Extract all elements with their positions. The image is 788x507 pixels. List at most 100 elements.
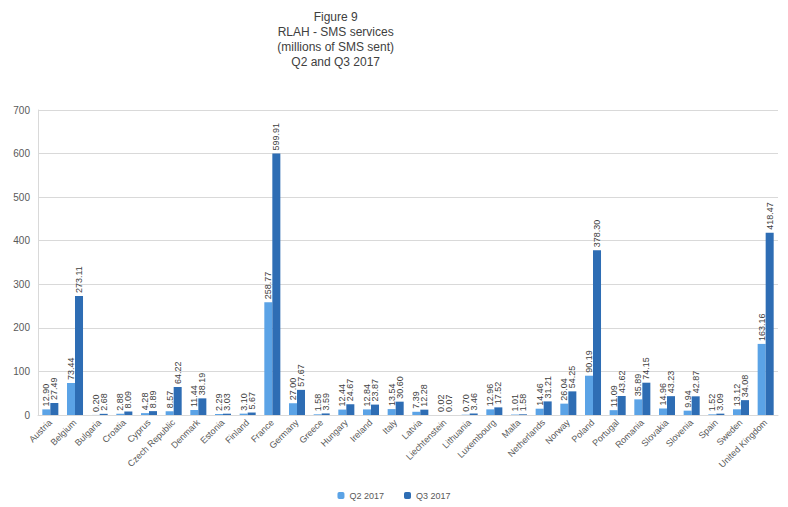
svg-text:43.62: 43.62 <box>617 370 627 393</box>
svg-text:3.10: 3.10 <box>238 393 249 411</box>
svg-text:74.15: 74.15 <box>641 357 651 380</box>
svg-text:11.09: 11.09 <box>608 385 619 408</box>
svg-text:Bulgaria: Bulgaria <box>73 417 103 447</box>
svg-text:38.19: 38.19 <box>197 373 207 396</box>
svg-text:Figure 9: Figure 9 <box>314 10 358 24</box>
svg-text:64.22: 64.22 <box>173 361 183 384</box>
svg-text:34.08: 34.08 <box>740 375 750 398</box>
svg-text:Hungary: Hungary <box>319 417 350 448</box>
svg-text:Q3 2017: Q3 2017 <box>416 491 451 501</box>
svg-text:12.44: 12.44 <box>337 384 348 407</box>
svg-text:Liechtenstein: Liechtenstein <box>404 417 449 462</box>
svg-text:258.77: 258.77 <box>263 272 273 300</box>
svg-text:2.29: 2.29 <box>214 393 224 411</box>
svg-text:2.68: 2.68 <box>99 393 109 411</box>
svg-text:378.30: 378.30 <box>592 220 602 248</box>
svg-text:Ireland: Ireland <box>348 417 375 444</box>
svg-text:8.89: 8.89 <box>148 391 158 409</box>
svg-text:700: 700 <box>13 105 30 116</box>
svg-text:0: 0 <box>24 410 30 421</box>
svg-text:12.28: 12.28 <box>419 384 429 407</box>
svg-text:273.11: 273.11 <box>74 266 84 293</box>
svg-text:8.57: 8.57 <box>165 391 175 409</box>
svg-text:Estonia: Estonia <box>198 417 226 445</box>
svg-text:42.87: 42.87 <box>691 371 701 394</box>
svg-text:France: France <box>249 417 276 445</box>
svg-text:1.58: 1.58 <box>518 394 528 412</box>
svg-text:Malta: Malta <box>500 417 523 440</box>
svg-text:12.96: 12.96 <box>485 383 496 407</box>
svg-text:90.19: 90.19 <box>584 350 594 373</box>
svg-text:Austria: Austria <box>27 417 54 445</box>
svg-text:Denmark: Denmark <box>169 417 202 450</box>
svg-text:30.60: 30.60 <box>395 376 405 399</box>
svg-text:27.00: 27.00 <box>288 377 298 401</box>
svg-text:24.67: 24.67 <box>345 379 355 402</box>
svg-text:5.67: 5.67 <box>247 392 257 410</box>
svg-text:35.89: 35.89 <box>633 373 644 397</box>
svg-text:Italy: Italy <box>380 417 399 436</box>
svg-text:7.39: 7.39 <box>411 391 422 409</box>
svg-text:Belgium: Belgium <box>48 417 79 448</box>
svg-text:418.47: 418.47 <box>765 202 775 230</box>
svg-text:9.94: 9.94 <box>682 390 693 408</box>
svg-text:0.70: 0.70 <box>460 394 471 412</box>
svg-text:599.91: 599.91 <box>271 123 281 151</box>
svg-text:200: 200 <box>13 322 30 333</box>
svg-text:1.58: 1.58 <box>312 393 323 412</box>
svg-text:300: 300 <box>13 279 30 290</box>
svg-text:3.59: 3.59 <box>321 393 331 411</box>
svg-text:54.25: 54.25 <box>567 366 577 389</box>
svg-text:Czech Republic: Czech Republic <box>125 417 178 469</box>
svg-text:12.84: 12.84 <box>362 383 372 407</box>
svg-text:3.03: 3.03 <box>222 393 232 411</box>
svg-text:Cyprus: Cyprus <box>125 417 153 445</box>
svg-text:Greece: Greece <box>297 417 326 446</box>
svg-text:31.21: 31.21 <box>543 376 553 399</box>
svg-text:Sweden: Sweden <box>714 417 745 448</box>
svg-text:Slovakia: Slovakia <box>639 417 671 449</box>
svg-text:United Kingdom: United Kingdom <box>717 417 769 469</box>
svg-text:2.88: 2.88 <box>115 393 126 411</box>
svg-text:163.16: 163.16 <box>757 313 767 341</box>
svg-text:13.54: 13.54 <box>386 383 397 407</box>
svg-text:26.04: 26.04 <box>559 378 570 401</box>
svg-text:Luxembourg: Luxembourg <box>455 417 497 459</box>
svg-text:100: 100 <box>13 366 30 377</box>
svg-text:3.46: 3.46 <box>469 393 479 411</box>
svg-text:Croatia: Croatia <box>100 417 128 445</box>
svg-text:0.07: 0.07 <box>444 394 454 412</box>
svg-text:4.28: 4.28 <box>140 392 150 411</box>
svg-text:1.52: 1.52 <box>707 393 718 412</box>
svg-text:Latvia: Latvia <box>399 417 424 442</box>
svg-text:Q2 and Q3 2017: Q2 and Q3 2017 <box>291 55 380 69</box>
svg-text:RLAH - SMS services: RLAH - SMS services <box>278 25 394 39</box>
svg-text:Norway: Norway <box>543 417 572 446</box>
svg-text:57.67: 57.67 <box>296 364 306 387</box>
svg-text:Germany: Germany <box>267 417 301 451</box>
svg-text:17.52: 17.52 <box>493 382 503 405</box>
svg-text:Q2 2017: Q2 2017 <box>349 491 384 501</box>
svg-text:8.09: 8.09 <box>123 391 133 409</box>
svg-text:14.46: 14.46 <box>534 383 545 406</box>
svg-text:12.90: 12.90 <box>41 383 52 407</box>
svg-text:3.09: 3.09 <box>715 393 725 411</box>
svg-text:500: 500 <box>13 192 30 203</box>
svg-text:73.44: 73.44 <box>66 357 76 380</box>
svg-text:Romania: Romania <box>613 417 646 450</box>
svg-text:23.87: 23.87 <box>370 379 380 402</box>
svg-text:Poland: Poland <box>569 417 597 445</box>
svg-text:27.49: 27.49 <box>49 377 59 400</box>
svg-text:Portugal: Portugal <box>590 417 622 449</box>
svg-text:Netherlands: Netherlands <box>506 417 548 459</box>
svg-text:Slovenia: Slovenia <box>664 417 695 448</box>
svg-text:Spain: Spain <box>696 417 720 441</box>
svg-text:11.44: 11.44 <box>189 385 200 407</box>
svg-text:400: 400 <box>13 235 30 246</box>
svg-text:0.20: 0.20 <box>90 394 101 412</box>
svg-text:Finland: Finland <box>223 417 251 445</box>
svg-text:(millions of SMS sent): (millions of SMS sent) <box>277 40 394 54</box>
svg-text:Lithuania: Lithuania <box>440 417 474 451</box>
svg-text:600: 600 <box>13 148 30 159</box>
svg-text:43.23: 43.23 <box>666 371 676 394</box>
